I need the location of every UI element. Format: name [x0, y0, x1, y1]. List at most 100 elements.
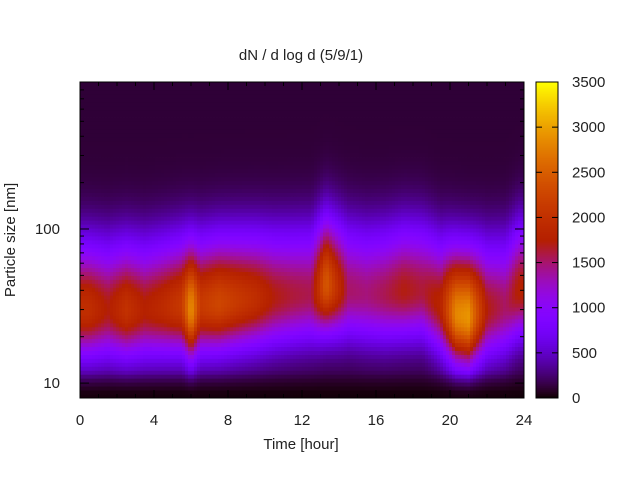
- heatmap-cell: [122, 93, 126, 99]
- heatmap-cell: [143, 82, 147, 87]
- heatmap-cell: [167, 330, 171, 336]
- heatmap-cell: [140, 113, 144, 118]
- heatmap-cell: [185, 216, 189, 221]
- heatmap-cell: [95, 220, 99, 225]
- heatmap-cell: [113, 184, 117, 190]
- heatmap-cell: [125, 267, 129, 272]
- heatmap-cell: [176, 172, 180, 178]
- heatmap-cell: [218, 149, 222, 154]
- heatmap-cell: [176, 212, 180, 217]
- heatmap-cell: [128, 374, 132, 379]
- heatmap-cell: [113, 326, 117, 332]
- heatmap-cell: [149, 366, 153, 371]
- heatmap-cell: [206, 283, 210, 288]
- heatmap-cell: [113, 172, 117, 178]
- heatmap-cell: [95, 382, 99, 387]
- heatmap-cell: [179, 93, 183, 99]
- heatmap-cell: [107, 164, 111, 170]
- heatmap-cell: [95, 172, 99, 178]
- heatmap-cell: [245, 366, 249, 371]
- heatmap-cell: [155, 184, 159, 190]
- heatmap-cell: [224, 370, 228, 375]
- heatmap-cell: [119, 168, 123, 174]
- heatmap-cell: [116, 89, 120, 95]
- heatmap-cell: [119, 192, 123, 197]
- heatmap-cell: [80, 243, 84, 249]
- heatmap-cell: [92, 184, 96, 190]
- heatmap-cell: [251, 117, 255, 122]
- heatmap-cell: [152, 161, 156, 166]
- heatmap-cell: [257, 378, 261, 383]
- heatmap-cell: [83, 212, 87, 217]
- heatmap-cell: [188, 157, 192, 162]
- heatmap-cell: [116, 307, 120, 312]
- heatmap-cell: [224, 228, 228, 233]
- heatmap-cell: [239, 354, 243, 359]
- heatmap-cell: [239, 358, 243, 363]
- heatmap-cell: [215, 153, 219, 158]
- heatmap-cell: [263, 105, 267, 111]
- heatmap-cell: [116, 283, 120, 288]
- heatmap-cell: [260, 220, 264, 225]
- heatmap-cell: [203, 93, 207, 99]
- heatmap-cell: [200, 346, 204, 351]
- heatmap-cell: [164, 311, 168, 316]
- heatmap-cell: [251, 204, 255, 209]
- heatmap-cell: [266, 271, 270, 276]
- heatmap-cell: [230, 342, 234, 348]
- heatmap-cell: [86, 184, 90, 190]
- heatmap-cell: [134, 338, 138, 344]
- heatmap-cell: [182, 334, 186, 340]
- heatmap-cell: [230, 247, 234, 253]
- heatmap-cell: [155, 319, 159, 324]
- heatmap-cell: [206, 149, 210, 154]
- heatmap-cell: [245, 386, 249, 391]
- heatmap-cell: [185, 255, 189, 261]
- heatmap-cell: [233, 204, 237, 209]
- heatmap-cell: [215, 236, 219, 241]
- heatmap-cell: [206, 121, 210, 126]
- heatmap-cell: [113, 232, 117, 237]
- heatmap-cell: [143, 311, 147, 316]
- heatmap-cell: [233, 287, 237, 292]
- heatmap-cell: [212, 279, 216, 284]
- heatmap-cell: [209, 184, 213, 190]
- heatmap-cell: [83, 382, 87, 387]
- heatmap-cell: [194, 196, 198, 201]
- heatmap-cell: [239, 188, 243, 193]
- heatmap-cell: [143, 172, 147, 178]
- heatmap-cell: [128, 342, 132, 348]
- heatmap-cell: [257, 259, 261, 265]
- heatmap-cell: [188, 279, 192, 284]
- heatmap-cell: [209, 255, 213, 261]
- heatmap-cell: [128, 121, 132, 126]
- heatmap-cell: [218, 224, 222, 229]
- heatmap-cell: [101, 346, 105, 351]
- heatmap-cell: [206, 307, 210, 312]
- heatmap-cell: [128, 299, 132, 304]
- heatmap-cell: [236, 283, 240, 288]
- heatmap-cell: [236, 180, 240, 186]
- heatmap-cell: [146, 279, 150, 284]
- heatmap-cell: [173, 141, 177, 146]
- heatmap-cell: [170, 295, 174, 300]
- heatmap-cell: [158, 105, 162, 111]
- heatmap-cell: [161, 176, 165, 182]
- heatmap-cell: [143, 224, 147, 229]
- heatmap-cell: [227, 307, 231, 312]
- heatmap-cell: [137, 370, 141, 375]
- heatmap-cell: [206, 105, 210, 111]
- heatmap-cell: [233, 350, 237, 355]
- heatmap-cell: [194, 85, 198, 91]
- heatmap-cell: [101, 311, 105, 316]
- heatmap-cell: [212, 311, 216, 316]
- heatmap-cell: [221, 164, 225, 170]
- heatmap-cell: [149, 275, 153, 280]
- heatmap-cell: [137, 295, 141, 300]
- heatmap-cell: [104, 283, 108, 288]
- heatmap-cell: [263, 121, 267, 126]
- heatmap-cell: [83, 291, 87, 296]
- heatmap-cell: [89, 212, 93, 217]
- heatmap-cell: [86, 267, 90, 272]
- heatmap-cell: [215, 382, 219, 387]
